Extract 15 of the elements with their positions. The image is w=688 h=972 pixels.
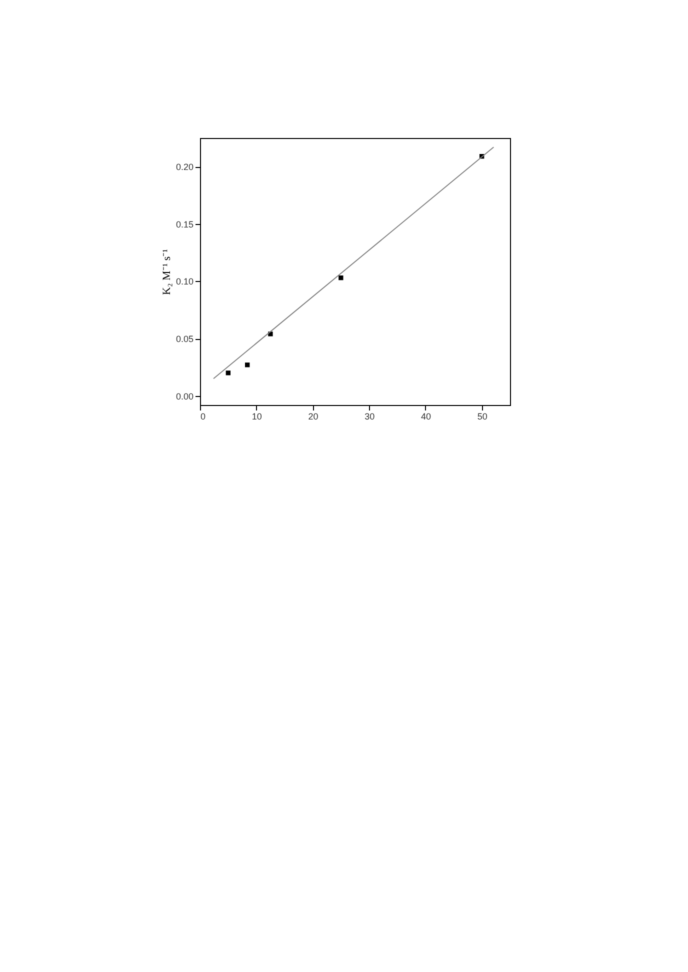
y-tick-label: 0.15: [176, 219, 194, 230]
x-tick-label: 0: [200, 412, 206, 422]
x-tick-label: 20: [308, 412, 318, 422]
x-tick-label: 40: [420, 412, 431, 422]
y-tick-label: 0.00: [176, 391, 194, 402]
y-axis-title: K₂ M⁻¹ s⁻¹: [160, 249, 173, 295]
point: [338, 275, 344, 280]
y-tick-label: 0.20: [176, 162, 194, 172]
y-tick-label: 0.10: [176, 276, 194, 287]
x-tick-label: 50: [477, 412, 488, 422]
x-tick-label: 30: [364, 412, 375, 422]
y-tick-label: 0.05: [176, 334, 194, 344]
x-tick-label: 10: [252, 412, 262, 422]
point: [245, 362, 250, 368]
point: [226, 370, 231, 376]
